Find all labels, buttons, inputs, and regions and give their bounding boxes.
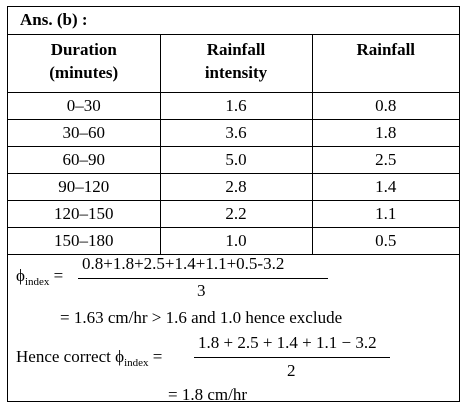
cell-rainfall: 2.5 — [312, 146, 459, 174]
header-duration-line1: Duration — [50, 40, 117, 59]
answer-title: Ans. (b) : — [20, 10, 88, 29]
numerator-2: 1.8 + 2.5 + 1.4 + 1.1 − 3.2 — [198, 333, 377, 352]
phi-symbol-2: ϕ — [115, 347, 125, 366]
result-1: = 1.63 cm/hr > 1.6 and 1.0 hence exclude — [60, 308, 343, 327]
cell-rainfall: 1.8 — [312, 119, 459, 147]
cell-duration: 60–90 — [8, 146, 161, 174]
cell-rainfall: 0.5 — [312, 227, 459, 255]
header-intensity: Rainfall intensity — [160, 35, 313, 93]
equals-sign-2: = — [152, 347, 163, 366]
hence-correct-label: Hence correct ϕindex = — [16, 347, 163, 369]
result-2: = 1.8 cm/hr — [168, 385, 247, 404]
header-intensity-line1: Rainfall — [206, 40, 266, 59]
answer-box: Ans. (b) : Duration (minutes) Rainfall i… — [7, 6, 460, 404]
rainfall-table: Duration (minutes) Rainfall intensity Ra… — [8, 35, 459, 255]
header-intensity-line2: intensity — [204, 63, 268, 82]
cell-intensity: 2.2 — [160, 200, 313, 228]
header-rainfall: Rainfall — [312, 35, 459, 93]
cell-intensity: 1.6 — [160, 92, 313, 120]
table-row: 90–120 2.8 1.4 — [8, 173, 459, 201]
table-row: 30–60 3.6 1.8 — [8, 119, 459, 147]
numerator-1: 0.8+1.8+2.5+1.4+1.1+0.5-3.2 — [82, 254, 285, 273]
phi-symbol: ϕ — [16, 266, 25, 285]
denominator-1: 3 — [197, 281, 206, 300]
table-row: 0–30 1.6 0.8 — [8, 92, 459, 120]
table-row: 120–150 2.2 1.1 — [8, 200, 459, 228]
denominator-2: 2 — [287, 361, 296, 380]
cell-rainfall: 1.4 — [312, 173, 459, 201]
phi-subscript-2: index — [124, 357, 149, 369]
cell-duration: 150–180 — [8, 227, 161, 255]
table-row: 60–90 5.0 2.5 — [8, 146, 459, 174]
phi-index-label: ϕindex = — [16, 266, 64, 288]
cell-rainfall: 1.1 — [312, 200, 459, 228]
cell-rainfall: 0.8 — [312, 92, 459, 120]
cell-duration: 30–60 — [8, 119, 161, 147]
header-duration: Duration (minutes) — [8, 35, 161, 93]
cell-duration: 120–150 — [8, 200, 161, 228]
cell-intensity: 5.0 — [160, 146, 313, 174]
answer-header: Ans. (b) : — [8, 7, 459, 35]
equals-sign: = — [53, 266, 64, 285]
fraction-bar-1 — [78, 278, 328, 279]
cell-intensity: 1.0 — [160, 227, 313, 255]
header-duration-line2: (minutes) — [49, 63, 119, 82]
hence-text: Hence correct — [16, 347, 111, 366]
cell-duration: 0–30 — [8, 92, 161, 120]
header-rainfall-line1: Rainfall — [356, 40, 416, 59]
phi-subscript: index — [24, 276, 50, 288]
calculation-block: ϕindex = 0.8+1.8+2.5+1.4+1.1+0.5-3.2 3 =… — [8, 249, 459, 404]
cell-intensity: 2.8 — [160, 173, 313, 201]
table-header-row: Duration (minutes) Rainfall intensity Ra… — [8, 35, 459, 93]
table-row: 150–180 1.0 0.5 — [8, 227, 459, 255]
cell-intensity: 3.6 — [160, 119, 313, 147]
cell-duration: 90–120 — [8, 173, 161, 201]
fraction-bar-2 — [194, 357, 390, 358]
